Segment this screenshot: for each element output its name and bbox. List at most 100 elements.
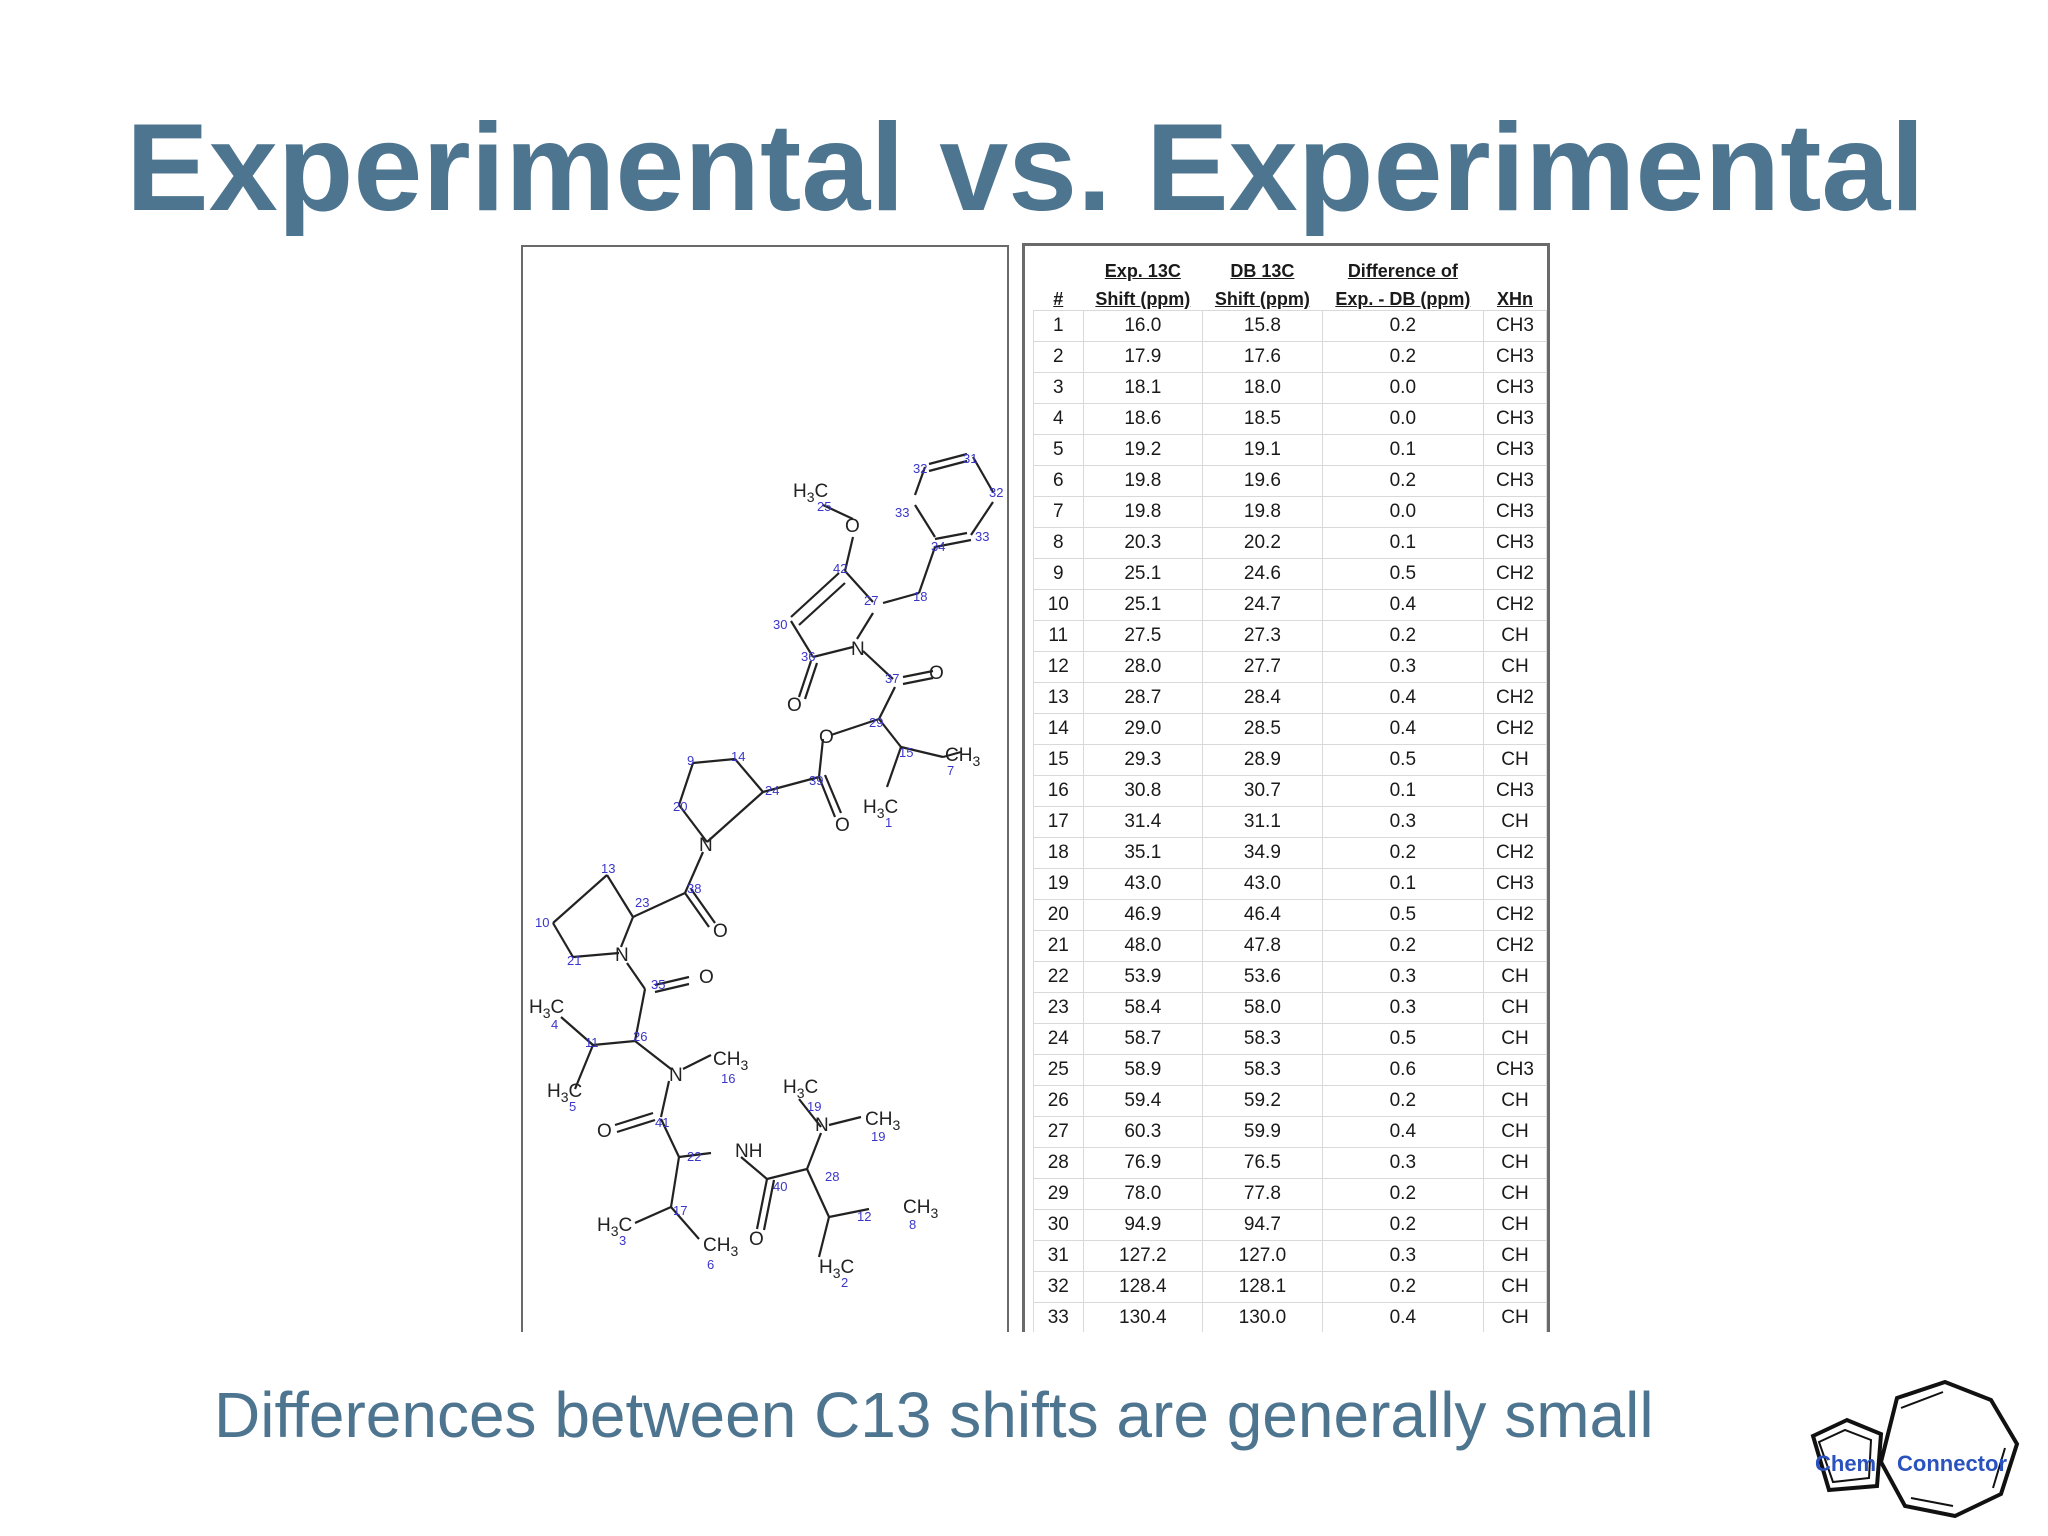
svg-text:CH3: CH3 — [703, 1235, 738, 1259]
table-cell-diff: 0.0 — [1321, 372, 1484, 404]
table-cell-diff: 0.2 — [1321, 1271, 1484, 1303]
table-cell-db: 27.7 — [1202, 651, 1323, 683]
shift-table-panel: Exp. 13C DB 13C Difference of # Shift (p… — [1022, 243, 1550, 1332]
table-cell-n: 28 — [1033, 1147, 1084, 1179]
svg-text:40: 40 — [773, 1179, 787, 1194]
svg-text:5: 5 — [569, 1099, 576, 1114]
table-row: 27 60.3 59.9 0.4 CH — [1033, 1116, 1547, 1148]
table-cell-exp: 76.9 — [1082, 1147, 1204, 1179]
table-cell-db: 30.7 — [1202, 775, 1323, 807]
svg-text:29: 29 — [869, 715, 883, 730]
table-cell-diff: 0.1 — [1321, 775, 1484, 807]
svg-text:10: 10 — [535, 915, 549, 930]
table-row: 23 58.4 58.0 0.3 CH — [1033, 992, 1547, 1024]
table-cell-x: CH — [1482, 1116, 1547, 1148]
table-cell-x: CH — [1482, 1023, 1547, 1055]
table-cell-diff: 0.1 — [1321, 868, 1484, 900]
table-cell-n: 9 — [1033, 558, 1084, 590]
table-cell-x: CH — [1482, 1147, 1547, 1179]
svg-text:26: 26 — [633, 1029, 647, 1044]
svg-text:15: 15 — [899, 745, 913, 760]
table-row: 32 128.4 128.1 0.2 CH — [1033, 1271, 1547, 1303]
svg-text:O: O — [749, 1229, 764, 1250]
table-cell-x: CH — [1482, 1178, 1547, 1210]
table-cell-exp: 19.8 — [1082, 496, 1204, 528]
svg-text:O: O — [699, 967, 714, 988]
table-cell-x: CH — [1482, 1271, 1547, 1303]
table-cell-diff: 0.5 — [1321, 558, 1484, 590]
table-cell-exp: 60.3 — [1082, 1116, 1204, 1148]
table-row: 18 35.1 34.9 0.2 CH2 — [1033, 837, 1547, 869]
table-cell-n: 31 — [1033, 1240, 1084, 1272]
table-cell-db: 28.4 — [1202, 682, 1323, 714]
table-cell-n: 11 — [1033, 620, 1084, 652]
table-cell-n: 17 — [1033, 806, 1084, 838]
header-num: # — [1053, 289, 1064, 309]
svg-text:23: 23 — [635, 895, 649, 910]
table-cell-db: 19.8 — [1202, 496, 1323, 528]
table-cell-x: CH — [1482, 1209, 1547, 1241]
table-body: 1 16.0 15.8 0.2 CH3 2 17.9 17.6 0.2 CH3 3 18.1 18.0 0… — [1033, 310, 1547, 1332]
table-row: 29 78.0 77.8 0.2 CH — [1033, 1178, 1547, 1210]
svg-text:H3C: H3C — [783, 1077, 818, 1101]
table-cell-exp: 127.2 — [1082, 1240, 1204, 1272]
table-row: 17 31.4 31.1 0.3 CH — [1033, 806, 1547, 838]
table-cell-x: CH — [1482, 1085, 1547, 1117]
table-cell-x: CH2 — [1482, 589, 1547, 621]
table-cell-exp: 30.8 — [1082, 775, 1204, 807]
table-cell-n: 25 — [1033, 1054, 1084, 1086]
svg-text:32: 32 — [913, 461, 927, 476]
table-cell-db: 19.6 — [1202, 465, 1323, 497]
svg-text:36: 36 — [801, 649, 815, 664]
table-cell-diff: 0.3 — [1321, 1147, 1484, 1179]
table-cell-diff: 0.2 — [1321, 310, 1484, 342]
table-cell-diff: 0.4 — [1321, 713, 1484, 745]
table-cell-db: 17.6 — [1202, 341, 1323, 373]
table-cell-db: 53.6 — [1202, 961, 1323, 993]
table-cell-exp: 58.7 — [1082, 1023, 1204, 1055]
table-cell-exp: 58.4 — [1082, 992, 1204, 1024]
table-row: 15 29.3 28.9 0.5 CH — [1033, 744, 1547, 776]
table-row: 13 28.7 28.4 0.4 CH2 — [1033, 682, 1547, 714]
table-cell-diff: 0.3 — [1321, 651, 1484, 683]
table-row: 16 30.8 30.7 0.1 CH3 — [1033, 775, 1547, 807]
table-cell-x: CH3 — [1482, 465, 1547, 497]
table-cell-db: 128.1 — [1202, 1271, 1323, 1303]
svg-text:14: 14 — [731, 749, 745, 764]
svg-text:H3C: H3C — [863, 797, 898, 821]
svg-text:2: 2 — [841, 1275, 848, 1290]
slide-title: Experimental vs. Experimental — [126, 99, 1925, 237]
table-cell-exp: 128.4 — [1082, 1271, 1204, 1303]
table-cell-exp: 25.1 — [1082, 589, 1204, 621]
header-db-top: DB 13C — [1230, 261, 1295, 281]
table-cell-db: 27.3 — [1202, 620, 1323, 652]
chemconnector-logo: Chem Connector — [1805, 1378, 2025, 1523]
svg-text:12: 12 — [857, 1209, 871, 1224]
table-cell-db: 58.3 — [1202, 1054, 1323, 1086]
svg-text:31: 31 — [963, 451, 977, 466]
table-cell-diff: 0.4 — [1321, 1302, 1484, 1332]
header-db-bottom: Shift (ppm) — [1214, 289, 1310, 309]
table-cell-x: CH — [1482, 1302, 1547, 1332]
svg-text:O: O — [845, 516, 860, 537]
table-cell-n: 12 — [1033, 651, 1084, 683]
table-cell-db: 19.1 — [1202, 434, 1323, 466]
molecule-structure-drawing: H3C 25 O 42 30 27 18 32 31 32 33 34 33 N… — [529, 451, 1003, 1290]
table-cell-x: CH — [1482, 744, 1547, 776]
svg-text:NH: NH — [735, 1141, 762, 1162]
table-row: 25 58.9 58.3 0.6 CH3 — [1033, 1054, 1547, 1086]
svg-text:H3C: H3C — [547, 1081, 582, 1105]
table-cell-x: CH3 — [1482, 496, 1547, 528]
table-cell-db: 130.0 — [1202, 1302, 1323, 1332]
svg-text:CH3: CH3 — [903, 1197, 938, 1221]
table-cell-diff: 0.3 — [1321, 992, 1484, 1024]
svg-text:CH3: CH3 — [713, 1049, 748, 1073]
table-cell-db: 31.1 — [1202, 806, 1323, 838]
table-row: 22 53.9 53.6 0.3 CH — [1033, 961, 1547, 993]
table-cell-x: CH3 — [1482, 403, 1547, 435]
table-cell-exp: 94.9 — [1082, 1209, 1204, 1241]
table-cell-db: 24.6 — [1202, 558, 1323, 590]
header-xhn: XHn — [1496, 289, 1533, 309]
table-cell-db: 46.4 — [1202, 899, 1323, 931]
table-cell-x: CH3 — [1482, 372, 1547, 404]
